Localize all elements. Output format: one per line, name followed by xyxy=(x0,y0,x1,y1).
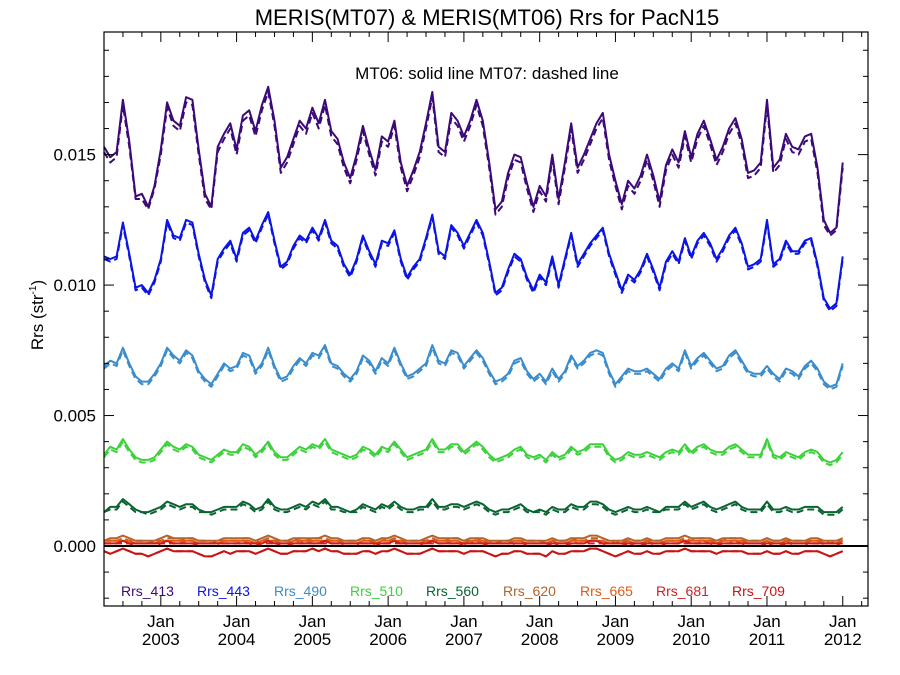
plot-frame xyxy=(103,31,869,607)
series-rrs-560-solid-line xyxy=(103,498,844,514)
series-rrs-490-dashed-line xyxy=(103,346,844,391)
x-tick-year: 2003 xyxy=(142,630,180,649)
series-rrs-681 xyxy=(104,539,844,547)
series-rrs-709 xyxy=(103,547,844,558)
x-tick-month: Jan xyxy=(526,612,553,631)
series-rrs-413 xyxy=(103,85,844,237)
series-rrs-510-solid-line xyxy=(103,438,844,464)
x-tick-month: Jan xyxy=(602,612,629,631)
legend-item-rrs-413: Rrs_413 xyxy=(121,583,174,599)
x-tick-month: Jan xyxy=(450,612,477,631)
series-rrs-709-solid-line xyxy=(103,547,844,558)
x-axis-ticks: Jan2003Jan2004Jan2005Jan2006Jan2007Jan20… xyxy=(103,32,863,649)
y-axis-label: Rrs (str-1) xyxy=(28,280,47,350)
x-tick-month: Jan xyxy=(374,612,401,631)
y-axis-label-sup: -1 xyxy=(28,285,39,294)
legend-item-rrs-620: Rrs_620 xyxy=(503,583,556,599)
x-tick-month: Jan xyxy=(147,612,174,631)
series-rrs-665-solid-line xyxy=(104,539,844,545)
y-axis-label-text: Rrs (str-1) xyxy=(28,280,47,350)
y-axis-label-close: ) xyxy=(28,280,47,286)
legend-item-rrs-490: Rrs_490 xyxy=(274,583,327,599)
y-tick-label: 0.010 xyxy=(53,276,96,295)
series-rrs-620-solid-line xyxy=(103,534,844,542)
legend: Rrs_413 Rrs_443 Rrs_490 Rrs_510 Rrs_560 Rrs_6… xyxy=(121,583,785,599)
x-tick-year: 2007 xyxy=(445,630,483,649)
x-tick-month: Jan xyxy=(223,612,250,631)
x-tick-month: Jan xyxy=(829,612,856,631)
x-tick-year: 2006 xyxy=(369,630,407,649)
series-rrs-413-dashed-line xyxy=(103,91,844,237)
x-tick-year: 2010 xyxy=(672,630,710,649)
series-rrs-443 xyxy=(103,211,844,313)
legend-item-rrs-560: Rrs_560 xyxy=(426,583,479,599)
x-tick-year: 2012 xyxy=(824,630,862,649)
chart-title: MERIS(MT07) & MERIS(MT06) Rrs for PacN15 xyxy=(255,5,720,30)
x-tick-year: 2009 xyxy=(597,630,635,649)
y-axis-label-main: Rrs (str xyxy=(28,294,47,350)
x-tick-year: 2005 xyxy=(293,630,331,649)
y-tick-label: 0.005 xyxy=(53,407,96,426)
series-rrs-620-dashed-line xyxy=(104,537,843,545)
x-tick-year: 2011 xyxy=(749,630,786,649)
series-rrs-681-solid-line xyxy=(104,539,843,545)
series-rrs-490-solid-line xyxy=(103,344,844,388)
series-rrs-510 xyxy=(103,438,844,467)
series-rrs-620 xyxy=(103,534,844,545)
y-tick-label: 0.000 xyxy=(53,537,96,556)
x-tick-month: Jan xyxy=(753,612,780,631)
series-rrs-413-solid-line xyxy=(103,85,844,234)
series-layer xyxy=(103,85,844,558)
legend-item-rrs-681: Rrs_681 xyxy=(656,583,709,599)
y-tick-label: 0.015 xyxy=(53,146,96,165)
line-style-note: MT06: solid line MT07: dashed line xyxy=(355,64,619,83)
series-rrs-443-solid-line xyxy=(103,211,844,310)
x-tick-month: Jan xyxy=(677,612,704,631)
series-rrs-510-dashed-line xyxy=(103,440,844,467)
legend-item-rrs-709: Rrs_709 xyxy=(732,583,785,599)
y-axis-ticks: 0.000 0.005 0.010 0.015 xyxy=(53,49,868,599)
x-tick-month: Jan xyxy=(299,612,326,631)
x-tick-year: 2004 xyxy=(218,630,256,649)
series-rrs-443-dashed-line xyxy=(103,213,844,313)
series-rrs-490 xyxy=(103,344,844,391)
legend-item-rrs-443: Rrs_443 xyxy=(197,583,250,599)
legend-item-rrs-665: Rrs_665 xyxy=(580,583,633,599)
legend-item-rrs-510: Rrs_510 xyxy=(350,583,403,599)
x-tick-year: 2008 xyxy=(521,630,559,649)
series-rrs-560 xyxy=(103,498,844,516)
